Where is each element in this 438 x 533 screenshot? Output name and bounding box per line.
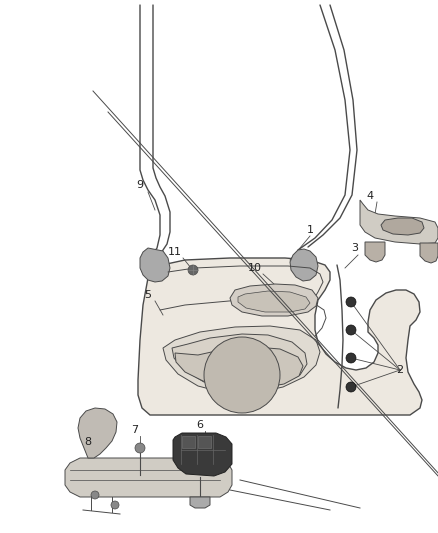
Polygon shape — [290, 249, 318, 281]
Text: 11: 11 — [168, 247, 182, 257]
Circle shape — [91, 491, 99, 499]
Bar — [198, 436, 211, 448]
Polygon shape — [175, 347, 303, 389]
Polygon shape — [65, 458, 232, 497]
Circle shape — [188, 265, 198, 275]
Polygon shape — [230, 284, 318, 316]
Circle shape — [346, 382, 356, 392]
Text: 4: 4 — [367, 191, 374, 201]
Polygon shape — [78, 408, 117, 458]
Text: 7: 7 — [131, 425, 138, 435]
Circle shape — [346, 325, 356, 335]
Polygon shape — [365, 242, 385, 262]
Text: 5: 5 — [145, 290, 152, 300]
Text: 8: 8 — [85, 437, 92, 447]
Text: 1: 1 — [307, 225, 314, 235]
Bar — [182, 436, 195, 448]
Polygon shape — [238, 291, 310, 312]
Text: 2: 2 — [396, 365, 403, 375]
Polygon shape — [381, 218, 424, 235]
Polygon shape — [140, 248, 170, 282]
Polygon shape — [190, 497, 210, 508]
Text: 9: 9 — [137, 180, 144, 190]
Circle shape — [346, 297, 356, 307]
Polygon shape — [173, 433, 232, 476]
Text: 3: 3 — [352, 243, 358, 253]
Circle shape — [135, 443, 145, 453]
Circle shape — [111, 501, 119, 509]
Polygon shape — [163, 326, 320, 393]
Polygon shape — [420, 243, 438, 263]
Polygon shape — [172, 334, 307, 389]
Text: 10: 10 — [248, 263, 262, 273]
Circle shape — [346, 353, 356, 363]
Text: 6: 6 — [197, 420, 204, 430]
Polygon shape — [360, 200, 438, 244]
Polygon shape — [138, 258, 422, 415]
Circle shape — [204, 337, 280, 413]
